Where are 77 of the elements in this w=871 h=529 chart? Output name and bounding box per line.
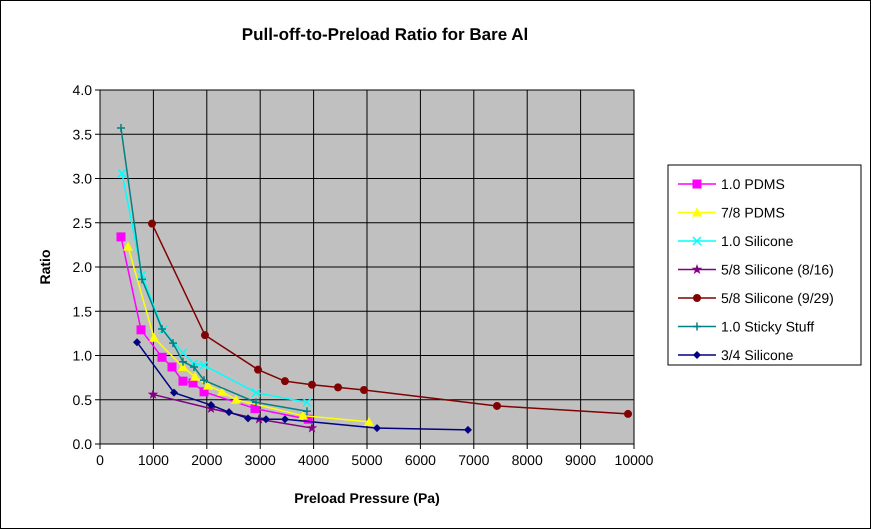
point <box>136 325 146 334</box>
point <box>244 414 252 422</box>
point <box>464 426 472 434</box>
legend-label: 1.0 Sticky Stuff <box>721 318 814 334</box>
point <box>262 415 270 424</box>
point <box>225 408 234 416</box>
point <box>133 338 142 346</box>
legend-label: 7/8 PDMS <box>721 204 785 220</box>
point <box>207 401 216 410</box>
point <box>157 352 166 362</box>
point <box>334 383 342 392</box>
point <box>302 406 312 416</box>
y-axis-title: Ratio <box>37 250 53 284</box>
point <box>170 388 178 397</box>
y-tick-label: 1.5 <box>72 303 92 320</box>
point <box>137 274 147 284</box>
point <box>306 422 318 433</box>
point <box>178 362 188 372</box>
point <box>217 386 228 396</box>
point <box>117 168 127 178</box>
x-tick-label: 0 <box>96 452 104 468</box>
point <box>280 377 289 386</box>
point <box>302 398 312 408</box>
point <box>372 424 381 432</box>
point <box>168 338 178 348</box>
x-tick-label: 9000 <box>565 452 596 468</box>
x-axis-title: Preload Pressure (Pa) <box>294 490 440 506</box>
point <box>178 356 188 366</box>
x-tick-label: 2000 <box>191 452 223 468</box>
point <box>624 410 632 418</box>
legend-label: 3/4 Silicone <box>721 347 794 363</box>
point <box>202 380 213 390</box>
chart-title: Pull-off-to-Preload Ratio for Bare Al <box>242 25 528 44</box>
point <box>199 376 209 386</box>
y-tick-label: 1.0 <box>72 348 92 364</box>
x-tick-label: 7000 <box>458 452 490 468</box>
point <box>492 402 501 410</box>
point <box>254 366 262 374</box>
y-tick-label: 3.5 <box>72 126 92 142</box>
point <box>280 415 289 424</box>
point <box>178 348 188 358</box>
point <box>178 376 188 386</box>
x-tick-label: 4000 <box>298 452 330 468</box>
point <box>148 220 156 228</box>
point <box>167 362 176 372</box>
point <box>251 398 261 408</box>
point <box>364 416 374 426</box>
point <box>189 362 199 372</box>
legend-label: 1.0 PDMS <box>721 176 785 192</box>
point <box>116 232 126 242</box>
y-tick-label: 2.0 <box>72 259 92 275</box>
point <box>298 410 308 420</box>
point <box>251 388 261 398</box>
y-tick-label: 0.0 <box>72 436 92 452</box>
legend-label: 5/8 Silicone (9/29) <box>721 290 834 306</box>
y-tick-label: 4.0 <box>72 82 92 98</box>
point <box>231 394 242 404</box>
y-tick-label: 3.0 <box>72 170 92 186</box>
point <box>137 270 147 280</box>
x-tick-label: 1000 <box>138 452 170 468</box>
point <box>148 388 158 399</box>
legend-label: 1.0 Silicone <box>721 233 794 249</box>
y-tick-label: 2.5 <box>72 214 92 231</box>
x-tick-label: 3000 <box>244 452 276 468</box>
x-tick-label: 5000 <box>351 452 383 468</box>
point <box>360 386 368 394</box>
point <box>308 380 316 389</box>
x-tick-label: 8000 <box>512 452 543 468</box>
x-tick-label: 10000 <box>614 452 654 468</box>
point <box>148 332 159 342</box>
y-tick-label: 0.5 <box>72 392 92 408</box>
x-tick-label: 6000 <box>404 452 436 468</box>
point <box>200 331 209 340</box>
legend-label: 5/8 Silicone (8/16) <box>721 262 834 278</box>
point <box>122 242 133 251</box>
point <box>190 372 200 381</box>
point <box>116 123 126 133</box>
